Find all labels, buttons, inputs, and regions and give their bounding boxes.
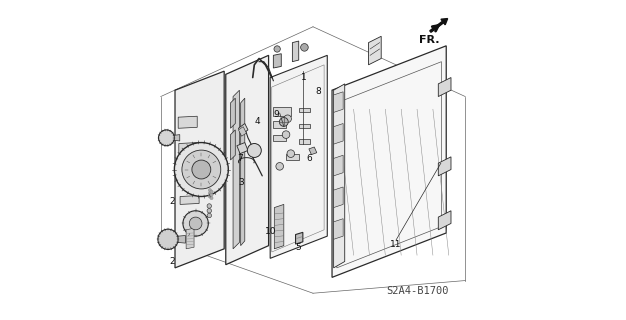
Text: 6: 6 [306, 154, 312, 163]
Polygon shape [438, 211, 451, 230]
FancyBboxPatch shape [299, 124, 310, 128]
Text: 7: 7 [237, 154, 243, 163]
Text: 8: 8 [316, 87, 322, 96]
Polygon shape [239, 124, 248, 135]
Text: 2: 2 [169, 257, 175, 266]
Polygon shape [309, 147, 317, 155]
Circle shape [192, 160, 211, 179]
FancyArrow shape [430, 19, 448, 32]
Circle shape [208, 188, 212, 192]
Polygon shape [270, 55, 327, 258]
Polygon shape [240, 98, 245, 246]
Circle shape [282, 131, 290, 139]
Circle shape [210, 193, 213, 196]
Text: 4: 4 [255, 117, 260, 126]
Polygon shape [239, 127, 247, 136]
Text: 3: 3 [239, 178, 245, 187]
FancyBboxPatch shape [274, 107, 291, 116]
Text: 11: 11 [390, 240, 401, 249]
Circle shape [208, 195, 212, 198]
Text: 9: 9 [274, 109, 279, 118]
Polygon shape [369, 36, 381, 65]
Circle shape [189, 217, 202, 230]
Circle shape [158, 229, 178, 250]
Text: 5: 5 [295, 243, 300, 252]
Polygon shape [226, 55, 269, 265]
Polygon shape [438, 77, 451, 97]
FancyBboxPatch shape [274, 121, 286, 128]
Circle shape [175, 142, 228, 196]
Circle shape [207, 209, 212, 213]
Text: 1: 1 [300, 73, 306, 82]
Polygon shape [233, 90, 239, 249]
Text: FR.: FR. [419, 35, 439, 45]
Polygon shape [295, 232, 303, 244]
Polygon shape [334, 92, 343, 112]
Polygon shape [274, 204, 284, 249]
Polygon shape [237, 142, 248, 154]
Polygon shape [175, 135, 180, 141]
Circle shape [182, 150, 221, 189]
Circle shape [158, 130, 175, 146]
FancyBboxPatch shape [286, 154, 299, 160]
Polygon shape [230, 98, 235, 128]
Polygon shape [334, 187, 343, 208]
Polygon shape [178, 236, 185, 243]
Circle shape [279, 117, 288, 126]
FancyBboxPatch shape [274, 135, 286, 141]
Circle shape [287, 150, 295, 157]
Polygon shape [186, 228, 194, 249]
Polygon shape [230, 130, 235, 160]
Circle shape [247, 143, 261, 157]
Polygon shape [179, 142, 198, 154]
Circle shape [276, 163, 284, 170]
Circle shape [208, 192, 212, 195]
Polygon shape [334, 84, 345, 268]
Circle shape [284, 115, 292, 123]
FancyBboxPatch shape [299, 108, 310, 112]
Polygon shape [175, 71, 224, 268]
Polygon shape [274, 54, 281, 68]
Text: 10: 10 [265, 227, 277, 236]
Circle shape [207, 204, 212, 208]
Polygon shape [178, 116, 197, 128]
Circle shape [210, 190, 213, 193]
Polygon shape [334, 124, 343, 144]
Circle shape [207, 213, 212, 218]
Polygon shape [438, 157, 451, 176]
Text: 2: 2 [169, 197, 175, 206]
Polygon shape [292, 41, 299, 62]
Text: S2A4-B1700: S2A4-B1700 [386, 286, 449, 296]
Polygon shape [180, 169, 198, 179]
Circle shape [274, 46, 280, 52]
Circle shape [183, 211, 208, 236]
FancyBboxPatch shape [299, 140, 310, 144]
Polygon shape [332, 46, 446, 277]
Polygon shape [334, 155, 343, 176]
Circle shape [210, 196, 213, 200]
Polygon shape [334, 219, 343, 239]
Circle shape [300, 44, 308, 51]
Polygon shape [180, 196, 199, 204]
